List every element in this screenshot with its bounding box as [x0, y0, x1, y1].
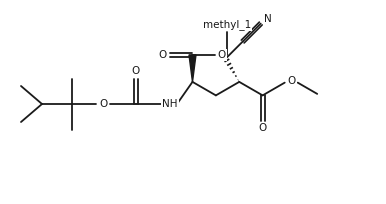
- Text: O: O: [218, 50, 226, 60]
- Text: N: N: [264, 14, 272, 24]
- Text: O: O: [131, 67, 140, 76]
- Text: O: O: [288, 76, 296, 86]
- Text: NH: NH: [162, 99, 178, 109]
- Text: O: O: [159, 50, 167, 60]
- Text: O: O: [259, 123, 267, 133]
- Text: methyl_1: methyl_1: [203, 19, 251, 30]
- Text: O: O: [99, 99, 107, 109]
- Polygon shape: [189, 55, 196, 82]
